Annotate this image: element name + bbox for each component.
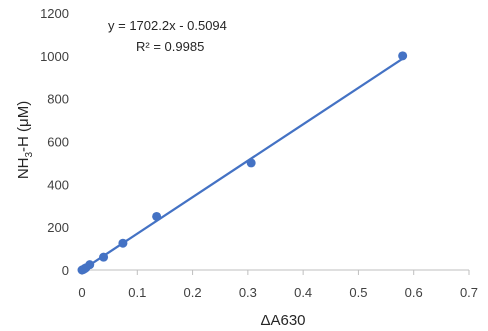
y-tick-label: 1200 — [40, 6, 69, 21]
y-axis-title-rest: -H (μM) — [15, 101, 32, 152]
trendline-group — [81, 57, 404, 272]
y-tick-label: 0 — [62, 263, 69, 278]
x-tick-label: 0.2 — [184, 285, 202, 300]
y-axis-title-subscript: 3 — [24, 152, 35, 158]
data-point — [152, 211, 162, 221]
trendline — [81, 57, 404, 272]
data-point — [398, 51, 408, 61]
x-tick-label: 0.6 — [405, 285, 423, 300]
x-tick-label: 0.7 — [460, 285, 478, 300]
trendline-equation: y = 1702.2x - 0.5094 — [108, 18, 227, 33]
data-points — [77, 51, 408, 275]
x-axis-title: ΔA630 — [260, 312, 305, 329]
axes-group — [81, 269, 470, 275]
x-tick-labels: 0 0.1 0.2 0.3 0.4 0.5 0.6 0.7 — [78, 285, 478, 300]
y-tick-labels: 0 200 400 600 800 1000 1200 — [40, 6, 69, 278]
y-tick-label: 200 — [47, 220, 69, 235]
x-tick-label: 0.3 — [239, 285, 257, 300]
y-tick-label: 1000 — [40, 49, 69, 64]
x-tick-label: 0.1 — [128, 285, 146, 300]
data-point — [99, 252, 109, 262]
data-point — [118, 238, 128, 248]
y-axis-title: NH3-H (μM) — [15, 101, 35, 179]
x-tick-label: 0 — [78, 285, 85, 300]
data-point — [85, 260, 95, 270]
y-tick-label: 400 — [47, 177, 69, 192]
x-tick-label: 0.4 — [294, 285, 312, 300]
data-point — [246, 158, 256, 168]
x-tick-label: 0.5 — [349, 285, 367, 300]
r-squared-label: R² = 0.9985 — [136, 39, 204, 54]
y-tick-label: 800 — [47, 92, 69, 107]
y-tick-label: 600 — [47, 135, 69, 150]
y-axis-title-main: NH — [15, 158, 32, 180]
